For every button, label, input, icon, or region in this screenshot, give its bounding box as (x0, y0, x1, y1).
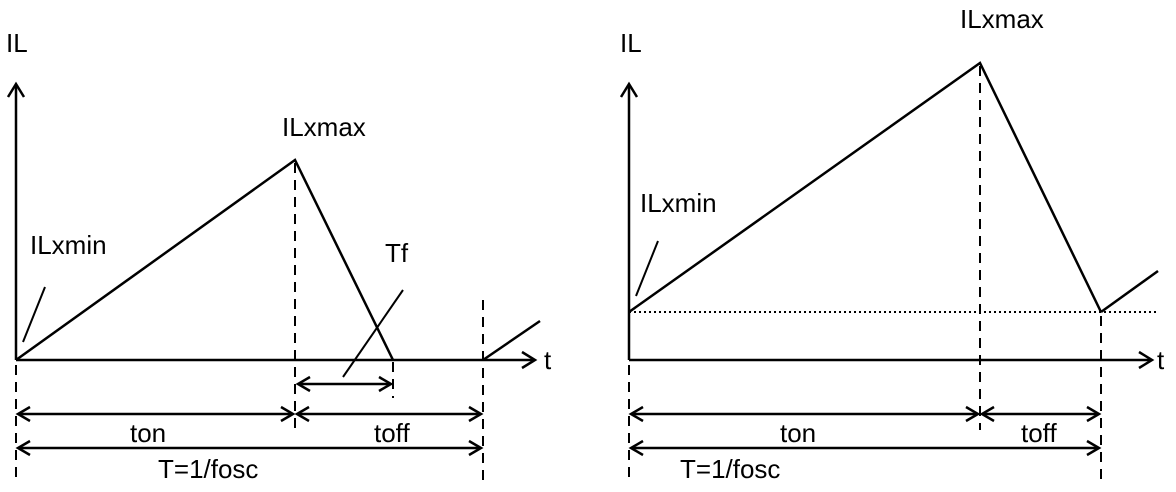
left-fall-time-pointer (342, 289, 404, 378)
right-period-dimension-arrow (628, 439, 1102, 457)
left-min-pointer (22, 286, 46, 343)
left-period-label: T=1/fosc (158, 454, 258, 484)
left-next-cycle-ramp (482, 319, 541, 362)
left-diagram: IL t ILxmax ILxmin Tf ton (6, 28, 552, 484)
left-toff-dimension-arrow (294, 405, 484, 423)
right-min-pointer (635, 240, 659, 297)
right-diagram: IL t ILxmax ILxmin ton toff (619, 4, 1165, 484)
left-current-waveform (15, 158, 395, 362)
left-ton-dimension-arrow (15, 405, 296, 423)
right-toff-label: toff (1021, 418, 1057, 448)
left-y-axis-label: IL (6, 28, 28, 58)
right-ton-label: ton (780, 418, 816, 448)
left-tf-dimension-arrow (295, 375, 394, 393)
left-period-dimension-arrow (15, 439, 484, 457)
left-ton-label: ton (130, 418, 166, 448)
left-min-label: ILxmin (30, 230, 107, 260)
left-x-axis (16, 350, 538, 370)
right-x-axis-label: t (1157, 345, 1165, 375)
right-toff-dimension-arrow (979, 405, 1102, 423)
right-y-axis-label: IL (620, 28, 642, 58)
left-peak-label: ILxmax (282, 112, 366, 142)
right-ton-dimension-arrow (628, 405, 981, 423)
right-next-cycle-ramp (1100, 269, 1159, 314)
left-y-axis (6, 81, 26, 360)
right-peak-label: ILxmax (960, 4, 1044, 34)
right-x-axis (629, 350, 1155, 370)
right-min-label: ILxmin (640, 188, 717, 218)
left-toff-label: toff (374, 418, 410, 448)
right-period-label: T=1/fosc (680, 454, 780, 484)
right-current-waveform (628, 61, 1103, 314)
left-x-axis-label: t (544, 345, 552, 375)
left-fall-time-label: Tf (385, 238, 409, 268)
right-y-axis (619, 81, 639, 360)
